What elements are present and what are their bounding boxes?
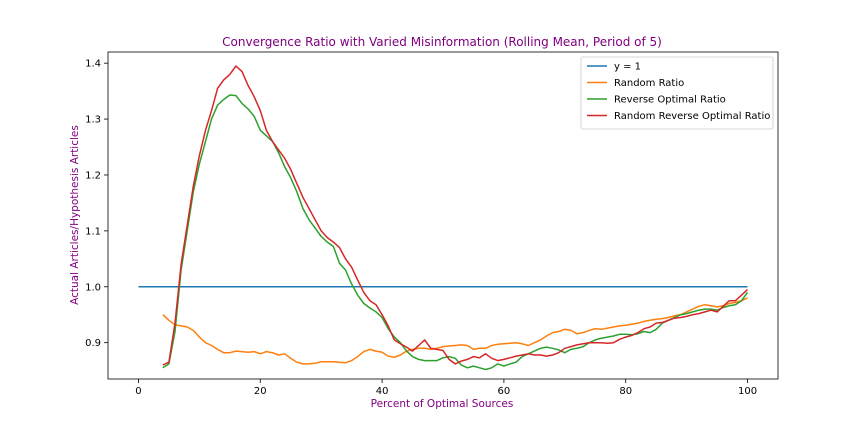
axes-frame bbox=[107, 51, 779, 380]
x-tick-label: 100 bbox=[738, 386, 757, 397]
series-line-random-ratio bbox=[162, 297, 748, 365]
x-tick-label: 0 bbox=[135, 386, 141, 397]
series-line-random-reverse-optimal-ratio bbox=[162, 65, 749, 366]
x-axis-ticks: 0 20 40 60 80 100 bbox=[135, 379, 757, 397]
y-tick-label: 1.4 bbox=[85, 59, 101, 70]
x-tick-label: 60 bbox=[498, 386, 511, 397]
y-tick-label: 1.2 bbox=[85, 170, 101, 181]
y-axis-label: Actual Articles/Hypothesis Articles bbox=[69, 125, 81, 305]
y-tick-label: 1.0 bbox=[85, 282, 101, 293]
legend-label: Random Reverse Optimal Ratio bbox=[614, 111, 770, 122]
series-line-reverse-optimal-ratio bbox=[162, 94, 749, 371]
legend-label: Reverse Optimal Ratio bbox=[614, 95, 726, 106]
legend-box bbox=[580, 56, 774, 130]
chart-title: Convergence Ratio with Varied Misinforma… bbox=[222, 35, 662, 49]
x-tick-label: 20 bbox=[254, 386, 267, 397]
legend-label: y = 1 bbox=[614, 62, 641, 73]
y-tick-label: 0.9 bbox=[85, 338, 101, 349]
x-tick-label: 40 bbox=[376, 386, 389, 397]
legend-label: Random Ratio bbox=[614, 78, 684, 89]
y-tick-label: 1.3 bbox=[85, 115, 101, 126]
y-axis-ticks: 0.9 1.0 1.1 1.2 1.3 1.4 bbox=[85, 59, 108, 349]
x-tick-label: 80 bbox=[619, 386, 632, 397]
y-tick-label: 1.1 bbox=[85, 226, 101, 237]
series-layer bbox=[138, 65, 749, 371]
x-axis-label: Percent of Optimal Sources bbox=[371, 398, 514, 410]
legend: y = 1 Random Ratio Reverse Optimal Ratio Ra… bbox=[580, 56, 774, 130]
plot-area: 0 20 40 60 80 100 0.9 1.0 1.1 1.2 1.3 1.4 bbox=[85, 51, 779, 397]
